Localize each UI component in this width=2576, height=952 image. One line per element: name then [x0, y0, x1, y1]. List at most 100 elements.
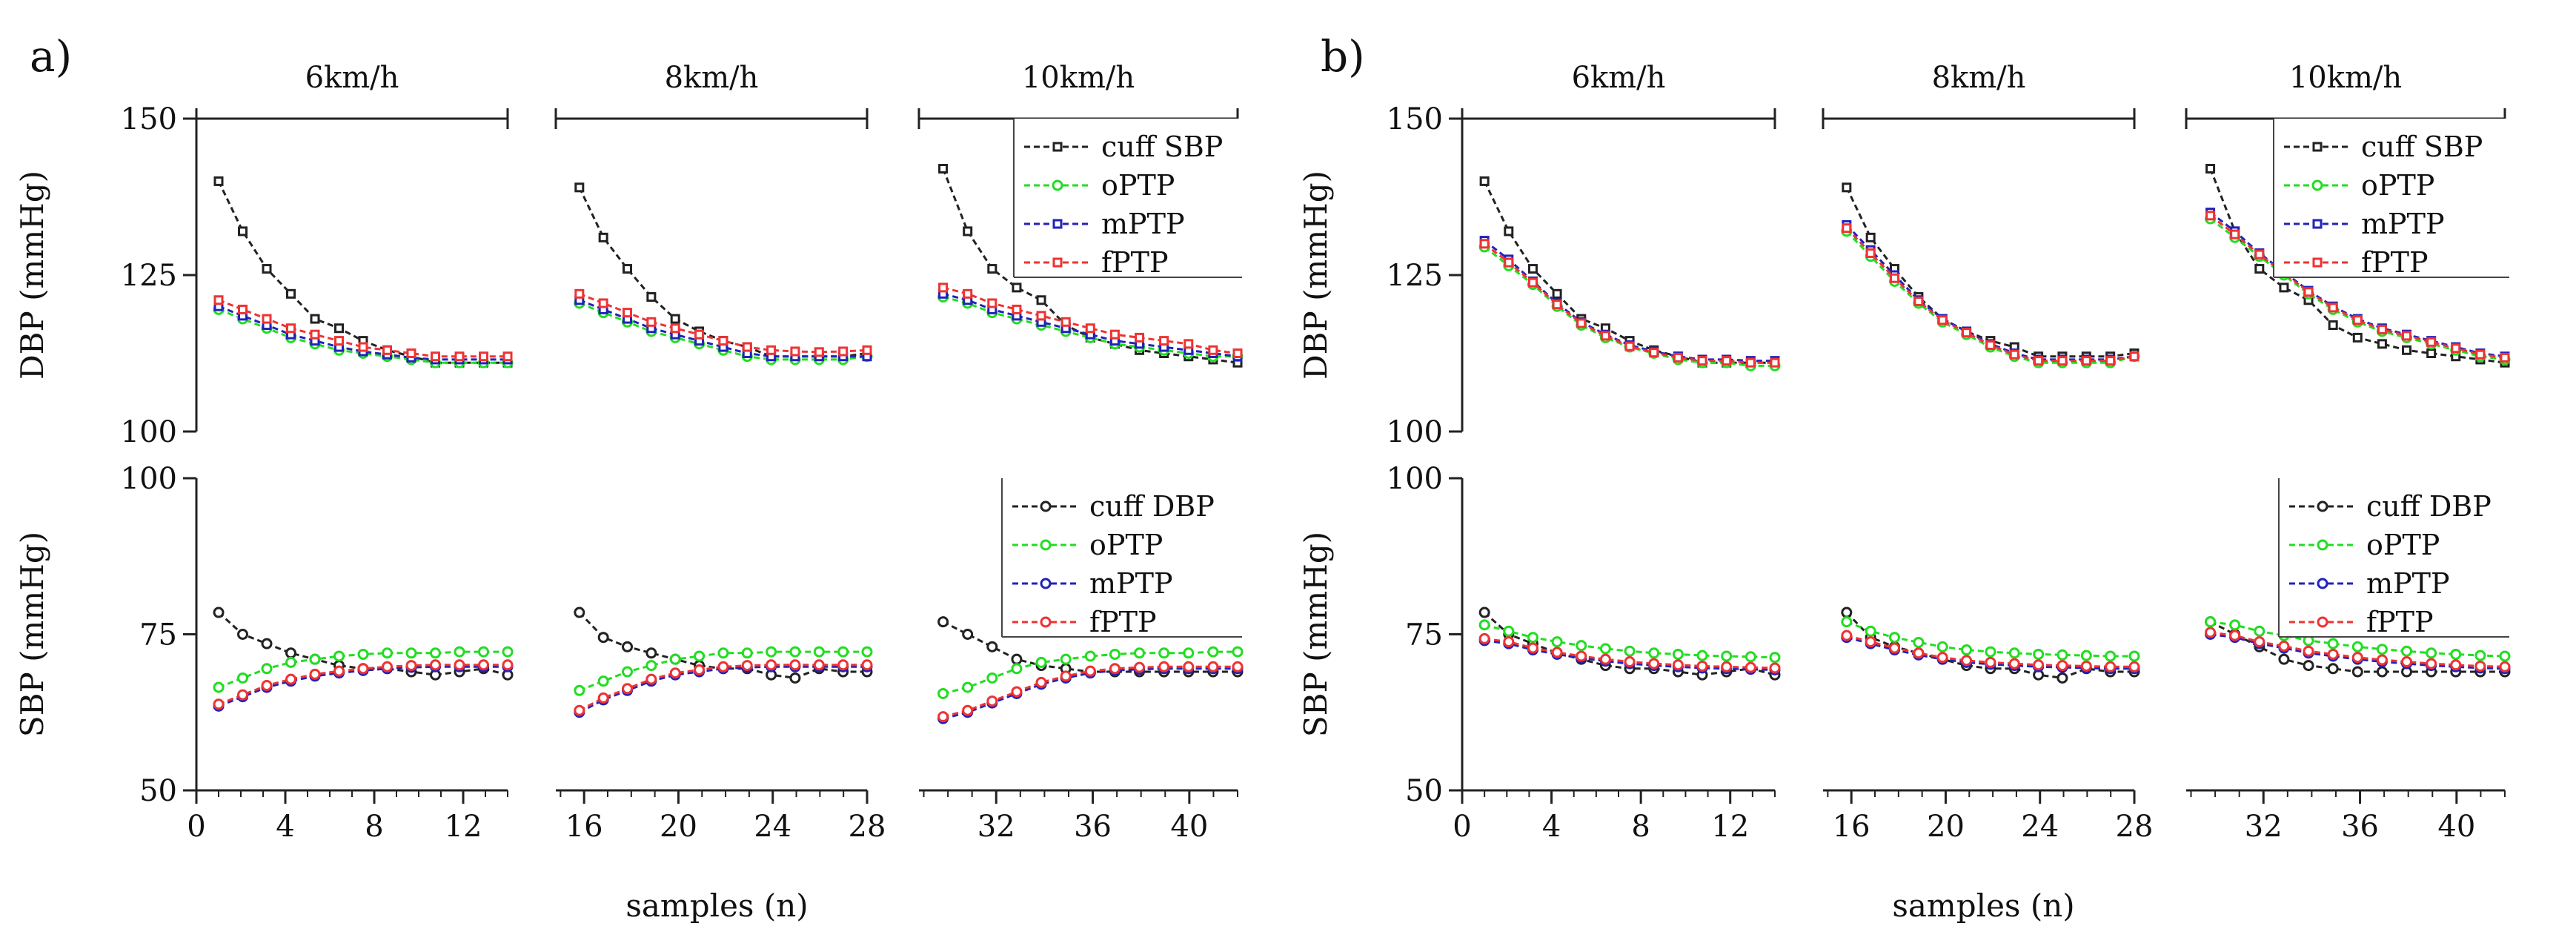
- data-point-oPTP: [717, 647, 729, 659]
- data-point-cuff SBP: [2279, 282, 2289, 293]
- data-point-fPTP: [670, 323, 680, 334]
- legend-label: mPTP: [2361, 208, 2445, 240]
- data-point-fPTP: [986, 695, 998, 707]
- data-point-fPTP: [502, 351, 513, 362]
- data-point-oPTP: [1865, 625, 1876, 637]
- data-point-oPTP: [669, 653, 681, 665]
- data-point-fPTP: [430, 659, 441, 671]
- legend-swatch-marker: [1052, 142, 1063, 152]
- data-point-fPTP: [237, 689, 248, 701]
- segment-10km/h: 32 36 40: [2186, 616, 2511, 844]
- data-point-oPTP: [1648, 647, 1660, 659]
- data-point-fPTP: [2303, 287, 2314, 297]
- segment-6km/h: 6km/h: [195, 61, 514, 368]
- data-point-fPTP: [1770, 357, 1780, 368]
- y-tick-label: 150: [121, 102, 177, 136]
- data-point-fPTP: [1085, 323, 1095, 334]
- data-point-fPTP: [1936, 652, 1948, 664]
- data-point-fPTP: [1937, 315, 1948, 325]
- x-tick-label: 36: [1074, 810, 1112, 844]
- data-point-oPTP: [2327, 638, 2339, 649]
- data-point-fPTP: [1036, 311, 1046, 321]
- data-point-fPTP: [1841, 629, 1853, 641]
- data-point-fPTP: [1551, 647, 1563, 658]
- data-point-fPTP: [2033, 659, 2045, 671]
- data-point-fPTP: [1889, 642, 1901, 654]
- data-point-oPTP: [2426, 647, 2437, 659]
- data-point-fPTP: [837, 659, 849, 671]
- data-point-fPTP: [1527, 277, 1538, 288]
- data-point-fPTP: [2450, 659, 2462, 671]
- data-point-oPTP: [1599, 643, 1611, 655]
- data-point-fPTP: [2401, 656, 2413, 668]
- data-point-cuff SBP: [286, 288, 296, 299]
- data-point-fPTP: [2254, 249, 2265, 260]
- data-point-cuff SBP: [598, 232, 608, 242]
- legend-label: cuff DBP: [2366, 490, 2492, 523]
- data-point-oPTP: [2128, 650, 2140, 662]
- data-point-oPTP: [1158, 647, 1170, 659]
- data-point-fPTP: [1962, 328, 1972, 338]
- data-point-fPTP: [454, 659, 465, 671]
- speed-label: 10km/h: [1022, 61, 1135, 95]
- data-point-fPTP: [2328, 303, 2338, 313]
- legend-label: cuff SBP: [2361, 130, 2483, 163]
- data-point-fPTP: [987, 298, 997, 308]
- x-tick-label: 16: [1833, 810, 1870, 844]
- y-tick-label: 125: [121, 259, 177, 293]
- data-point-fPTP: [2451, 343, 2461, 354]
- data-point-fPTP: [1576, 650, 1587, 662]
- data-point-oPTP: [2008, 647, 2020, 659]
- data-point-fPTP: [1183, 661, 1195, 672]
- data-point-fPTP: [2499, 661, 2511, 672]
- data-point-fPTP: [1913, 296, 1924, 306]
- legend-top: cuff SBP oPTP mPTP fPTP: [2273, 119, 2509, 279]
- data-point-fPTP: [478, 659, 489, 671]
- series-line-fPTP: [943, 286, 1238, 354]
- data-point-cuff SBP: [1527, 264, 1538, 274]
- speed-label: 8km/h: [665, 61, 759, 95]
- y-tick-label: 100: [121, 462, 177, 496]
- x-tick-label: 0: [187, 810, 205, 844]
- data-point-oPTP: [2376, 644, 2388, 655]
- x-tick-label: 24: [2021, 810, 2059, 844]
- data-point-fPTP: [2376, 654, 2388, 666]
- data-point-cuff DBP: [1011, 653, 1023, 665]
- x-tick-label: 12: [1711, 810, 1749, 844]
- legend-swatch-marker: [2317, 500, 2328, 512]
- segment-10km/h: 10km/h: [917, 61, 1244, 368]
- data-point-fPTP: [213, 295, 224, 305]
- x-tick-label: 8: [365, 810, 383, 844]
- legend-label: fPTP: [2366, 606, 2434, 638]
- data-point-fPTP: [262, 314, 272, 324]
- data-point-fPTP: [358, 342, 368, 352]
- series-line-cuff SBP: [1483, 180, 1775, 364]
- legend-swatch-marker: [1052, 179, 1063, 191]
- data-point-fPTP: [694, 664, 706, 675]
- data-point-oPTP: [405, 647, 417, 659]
- data-point-fPTP: [2080, 660, 2092, 672]
- data-point-fPTP: [2500, 352, 2510, 363]
- data-point-fPTP: [334, 336, 344, 346]
- y-tick-label: 75: [1405, 618, 1443, 652]
- data-point-fPTP: [431, 351, 440, 362]
- data-point-oPTP: [2033, 648, 2045, 660]
- legend-bottom: cuff DBP oPTP mPTP fPTP: [1001, 478, 1242, 638]
- data-point-oPTP: [1936, 641, 1948, 652]
- x-tick-label: 12: [445, 810, 482, 844]
- data-point-fPTP: [454, 351, 465, 362]
- legend-label: cuff SBP: [1101, 130, 1223, 163]
- data-point-cuff DBP: [1478, 606, 1490, 618]
- data-point-fPTP: [2402, 331, 2412, 341]
- data-point-oPTP: [1035, 656, 1047, 668]
- subplot-bottom: 50 75 100 SBP (mmHg) 0 4 8 12 16 20 24 28 32 36 40 cuff…: [1298, 462, 2511, 844]
- data-point-oPTP: [2205, 616, 2217, 628]
- data-point-fPTP: [2008, 658, 2020, 670]
- data-point-fPTP: [1672, 659, 1684, 671]
- data-point-cuff SBP: [574, 182, 585, 193]
- subplot-bottom: 50 75 100 SBP (mmHg) 0 4 8 12 16 20 24 28 32 36 40 cuff…: [14, 462, 1244, 844]
- data-point-fPTP: [937, 711, 949, 723]
- legend-top: cuff SBP oPTP mPTP fPTP: [1013, 119, 1242, 279]
- data-point-fPTP: [2081, 356, 2091, 366]
